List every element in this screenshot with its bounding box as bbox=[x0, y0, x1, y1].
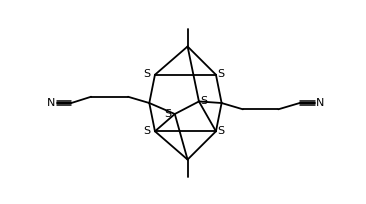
Text: S: S bbox=[144, 69, 151, 79]
Text: N: N bbox=[316, 98, 324, 108]
Text: S: S bbox=[217, 69, 224, 79]
Text: S: S bbox=[165, 109, 172, 119]
Text: S: S bbox=[217, 126, 224, 136]
Text: N: N bbox=[47, 98, 55, 108]
Text: S: S bbox=[201, 96, 208, 106]
Text: S: S bbox=[144, 126, 151, 136]
